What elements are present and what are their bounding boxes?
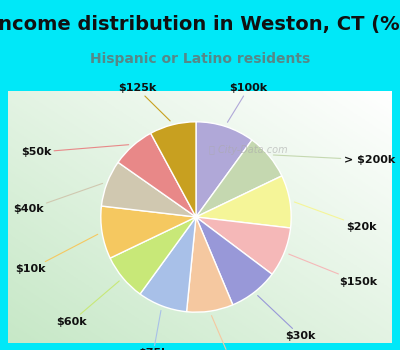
Text: $50k: $50k [21, 145, 129, 157]
Wedge shape [102, 162, 196, 217]
Text: Hispanic or Latino residents: Hispanic or Latino residents [90, 52, 310, 66]
Wedge shape [110, 217, 196, 294]
Text: $75k: $75k [138, 310, 168, 350]
Text: $30k: $30k [258, 295, 316, 341]
Wedge shape [196, 122, 252, 217]
Text: $60k: $60k [56, 281, 119, 327]
Text: $40k: $40k [13, 183, 103, 215]
Text: $125k: $125k [118, 83, 170, 121]
Wedge shape [186, 217, 233, 312]
Text: $10k: $10k [15, 234, 98, 274]
Wedge shape [101, 206, 196, 258]
Wedge shape [196, 217, 272, 305]
Wedge shape [196, 176, 291, 228]
Text: > $200k: > $200k [273, 155, 395, 165]
Text: $100k: $100k [228, 83, 268, 122]
Wedge shape [118, 133, 196, 217]
Text: Income distribution in Weston, CT (%): Income distribution in Weston, CT (%) [0, 15, 400, 34]
Text: Ⓜ City-Data.com: Ⓜ City-Data.com [209, 145, 288, 155]
Wedge shape [140, 217, 196, 312]
Text: $200k: $200k [210, 316, 248, 350]
Wedge shape [151, 122, 196, 217]
Wedge shape [196, 217, 290, 274]
Text: $20k: $20k [294, 202, 377, 231]
Text: $150k: $150k [289, 254, 377, 287]
Wedge shape [196, 140, 282, 217]
